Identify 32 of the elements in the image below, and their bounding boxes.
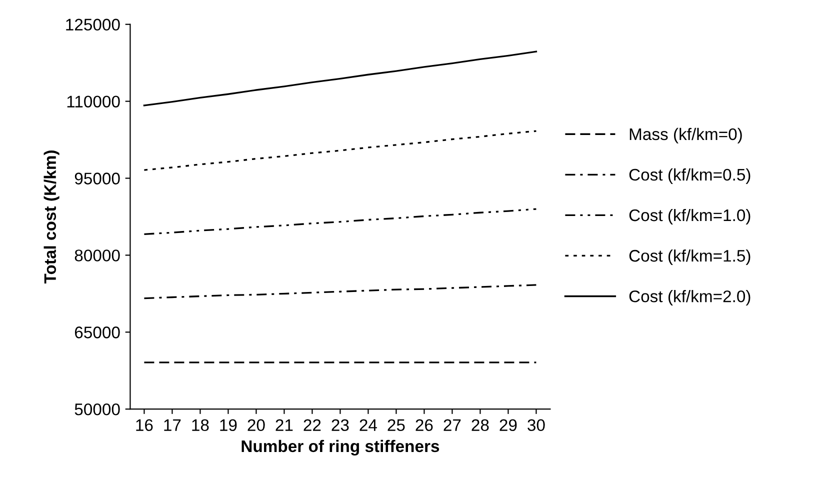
- x-tick-label: 18: [192, 419, 209, 432]
- x-axis-title: Number of ring stiffeners: [242, 440, 440, 456]
- x-tick-label: 26: [416, 419, 433, 432]
- x-tick-label: 16: [136, 419, 153, 432]
- x-tick-label: 30: [528, 419, 545, 432]
- line-series: [143, 50, 538, 106]
- legend-label: Cost (kf/km=1.0): [629, 208, 750, 224]
- line-series: [143, 284, 538, 300]
- line-series: [143, 208, 538, 235]
- legend-label: Mass (kf/km=0): [630, 128, 742, 144]
- x-tick-label: 20: [248, 419, 265, 432]
- x-tick-label: 23: [332, 419, 349, 432]
- y-tick-label: 110000: [67, 96, 120, 108]
- y-tick-label: 80000: [74, 250, 120, 262]
- x-tick-label: 27: [444, 419, 461, 431]
- x-tick-label: 24: [360, 419, 377, 431]
- y-tick-label: 50000: [74, 403, 120, 416]
- x-tick-label: 17: [164, 419, 181, 431]
- legend-label: Cost (kf/km=1.5): [629, 249, 750, 266]
- y-tick-label: 95000: [74, 172, 120, 184]
- x-tick-label: 29: [500, 419, 517, 432]
- x-tick-label: 19: [220, 419, 237, 432]
- x-tick-label: 28: [472, 419, 489, 432]
- y-tick-label: 65000: [74, 326, 120, 338]
- y-axis-title: Total cost (K/km): [44, 150, 60, 284]
- y-tick-label: 125000: [66, 18, 120, 31]
- line-series: [143, 130, 538, 171]
- legend-label: Cost (kf/km=2.0): [629, 290, 750, 306]
- x-tick-label: 22: [304, 419, 321, 431]
- x-tick-label: 21: [276, 419, 293, 431]
- x-tick-label: 25: [388, 419, 405, 432]
- legend-label: Cost (kf/km=0.5): [629, 168, 750, 184]
